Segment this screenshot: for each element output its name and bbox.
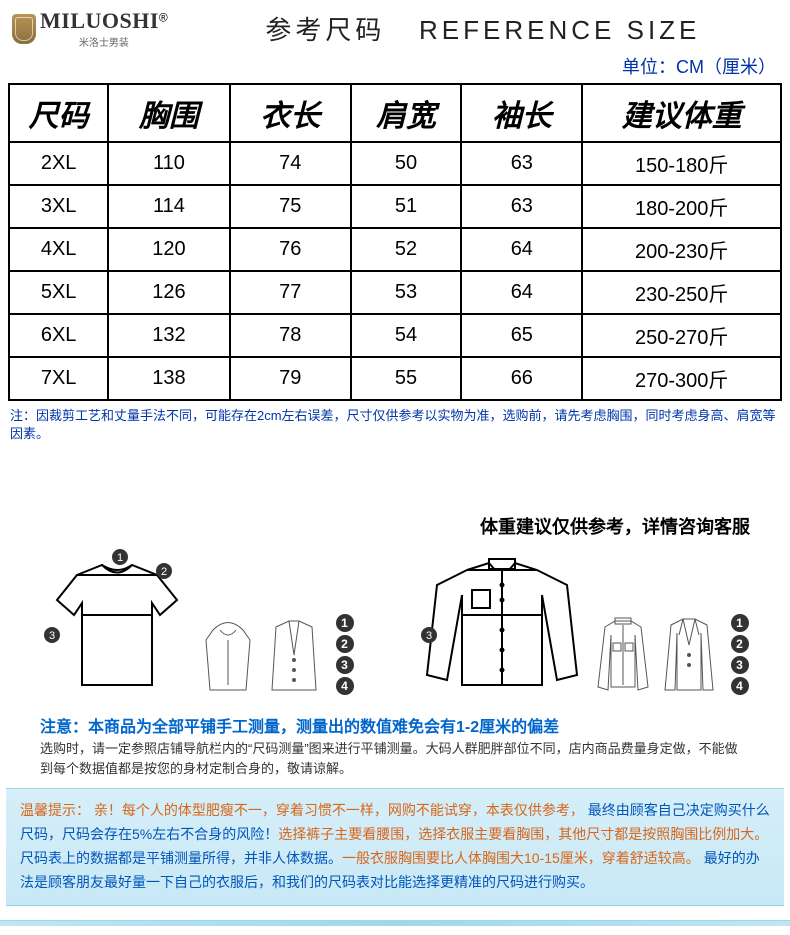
- header: MILUOSHI® 米洛士男装 参考尺码 REFERENCE SIZE: [0, 0, 790, 53]
- tshirt-diagram-icon: 2 1 3: [42, 545, 192, 695]
- hoodie-icon: [198, 615, 258, 695]
- table-cell: 63: [461, 142, 582, 185]
- table-row: 3XL114755163180-200斤: [9, 185, 781, 228]
- svg-text:2: 2: [160, 566, 166, 578]
- note-blue-title: 注意：本商品为全部平铺手工测量，测量出的数值难免会有1-2厘米的偏差: [40, 713, 750, 737]
- table-cell: 55: [351, 357, 461, 400]
- table-cell: 5XL: [9, 271, 108, 314]
- table-cell: 77: [230, 271, 351, 314]
- legend-right: 1 2 3 4: [731, 614, 749, 695]
- table-row: 4XL120765264200-230斤: [9, 228, 781, 271]
- table-cell: 126: [108, 271, 229, 314]
- th-chest: 胸围: [108, 84, 229, 142]
- th-sleeve: 袖长: [461, 84, 582, 142]
- table-cell: 270-300斤: [582, 357, 781, 400]
- table-cell: 138: [108, 357, 229, 400]
- legend-left: 1 2 3 4: [336, 614, 354, 695]
- table-cell: 51: [351, 185, 461, 228]
- table-row: 5XL126775364230-250斤: [9, 271, 781, 314]
- th-length: 衣长: [230, 84, 351, 142]
- table-cell: 74: [230, 142, 351, 185]
- table-cell: 63: [461, 185, 582, 228]
- table-cell: 79: [230, 357, 351, 400]
- note-small: 选购时，请一定参照店铺导航栏内的“尺码测量”图来进行平铺测量。大码人群肥胖部位不…: [40, 739, 750, 778]
- reg-mark: ®: [159, 11, 168, 25]
- table-row: 2XL110745063150-180斤: [9, 142, 781, 185]
- svg-text:3: 3: [48, 630, 54, 642]
- table-row: 7XL138795566270-300斤: [9, 357, 781, 400]
- table-header-row: 尺码 胸围 衣长 肩宽 袖长 建议体重: [9, 84, 781, 142]
- table-cell: 230-250斤: [582, 271, 781, 314]
- table-cell: 114: [108, 185, 229, 228]
- th-size: 尺码: [9, 84, 108, 142]
- svg-text:1: 1: [116, 552, 122, 564]
- table-cell: 150-180斤: [582, 142, 781, 185]
- blazer-icon: [659, 615, 719, 695]
- table-cell: 66: [461, 357, 582, 400]
- table-cell: 65: [461, 314, 582, 357]
- table-cell: 2XL: [9, 142, 108, 185]
- brand-name: MILUOSHI: [40, 8, 159, 33]
- unit-label: 单位：CM（厘米）: [0, 53, 790, 83]
- table-cell: 3XL: [9, 185, 108, 228]
- table-cell: 54: [351, 314, 461, 357]
- logo-shield-icon: [12, 14, 36, 44]
- table-cell: 180-200斤: [582, 185, 781, 228]
- table-cell: 250-270斤: [582, 314, 781, 357]
- th-shoulder: 肩宽: [351, 84, 461, 142]
- table-cell: 110: [108, 142, 229, 185]
- footer-divider: [0, 920, 790, 926]
- brand-sub: 米洛士男装: [40, 34, 168, 49]
- table-cell: 78: [230, 314, 351, 357]
- table-cell: 50: [351, 142, 461, 185]
- cardigan-icon: [264, 615, 324, 695]
- page-title: 参考尺码 REFERENCE SIZE: [168, 10, 778, 47]
- svg-text:3: 3: [425, 630, 431, 642]
- brand-logo: MILUOSHI® 米洛士男装: [12, 8, 168, 49]
- diagram-row: 2 1 3 1 2 3 4: [0, 539, 790, 705]
- table-row: 6XL132785465250-270斤: [9, 314, 781, 357]
- diagram-header: 体重建议仅供参考，详情咨询客服: [0, 513, 790, 539]
- table-cell: 132: [108, 314, 229, 357]
- table-cell: 6XL: [9, 314, 108, 357]
- tip-box: 温馨提示： 亲！每个人的体型肥瘦不一，穿着习惯不一样，网购不能试穿，本表仅供参考…: [6, 788, 784, 905]
- table-cell: 200-230斤: [582, 228, 781, 271]
- table-cell: 53: [351, 271, 461, 314]
- measurement-note: 注：因裁剪工艺和丈量手法不同，可能存在2cm左右误差，尺寸仅供参考以实物为准，选…: [10, 407, 780, 443]
- table-cell: 76: [230, 228, 351, 271]
- table-cell: 7XL: [9, 357, 108, 400]
- shirt-diagram-icon: 3: [417, 545, 587, 695]
- size-table: 尺码 胸围 衣长 肩宽 袖长 建议体重 2XL110745063150-180斤…: [8, 83, 782, 401]
- table-cell: 64: [461, 228, 582, 271]
- jacket-icon: [593, 615, 653, 695]
- table-cell: 52: [351, 228, 461, 271]
- table-cell: 64: [461, 271, 582, 314]
- table-cell: 4XL: [9, 228, 108, 271]
- table-cell: 120: [108, 228, 229, 271]
- table-cell: 75: [230, 185, 351, 228]
- th-weight: 建议体重: [582, 84, 781, 142]
